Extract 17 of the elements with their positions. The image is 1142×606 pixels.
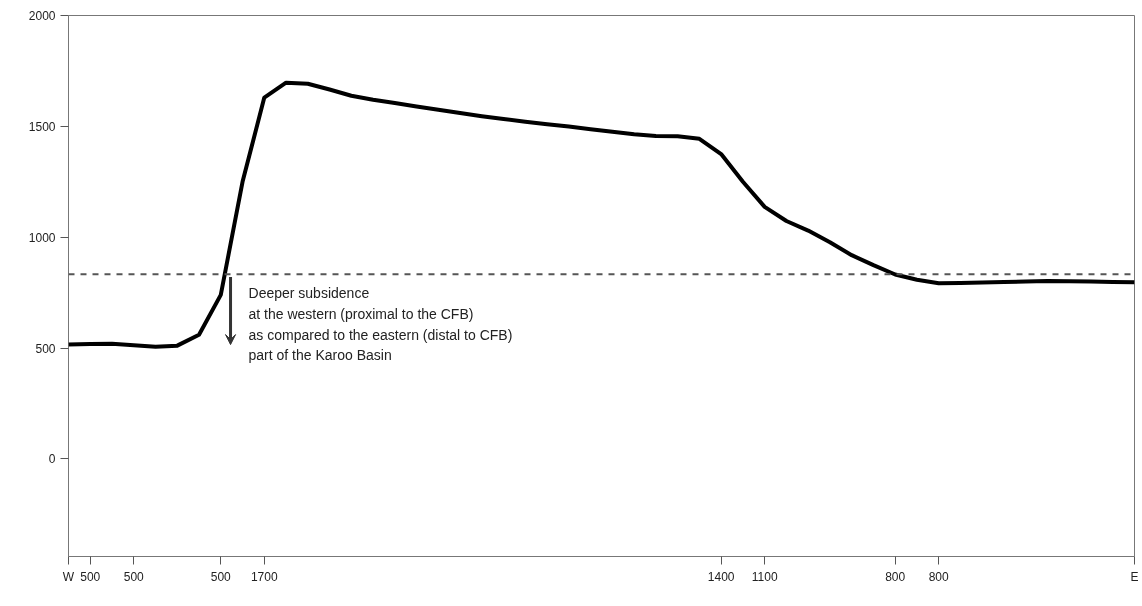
x-tick-label: 1700 [250,569,278,584]
line-series [68,80,1135,349]
y-tick-label: 1500 [28,119,56,134]
y-tick-label: 0 [48,452,56,467]
y-tick-label: 1000 [28,230,56,245]
x-tick-label: W [62,569,75,584]
x-tick-label: 1100 [751,569,778,584]
x-tick-label: 1400 [707,569,735,584]
annotation: Deeper subsidence at the western (proximal to the CFB) as compared to the eastern (distal to CFB) part of the Karoo Basin [248,285,513,364]
x-tick-label: 500 [80,569,101,584]
x-tick-label: 800 [885,569,906,584]
y-tick-label: 2000 [28,9,56,23]
x-tick-label: E [1130,569,1139,584]
x-tick-label: 500 [210,569,232,584]
x-tick-label: 500 [123,569,145,584]
x-tick-label: 800 [928,569,950,584]
y-tick-label: 500 [35,341,56,356]
